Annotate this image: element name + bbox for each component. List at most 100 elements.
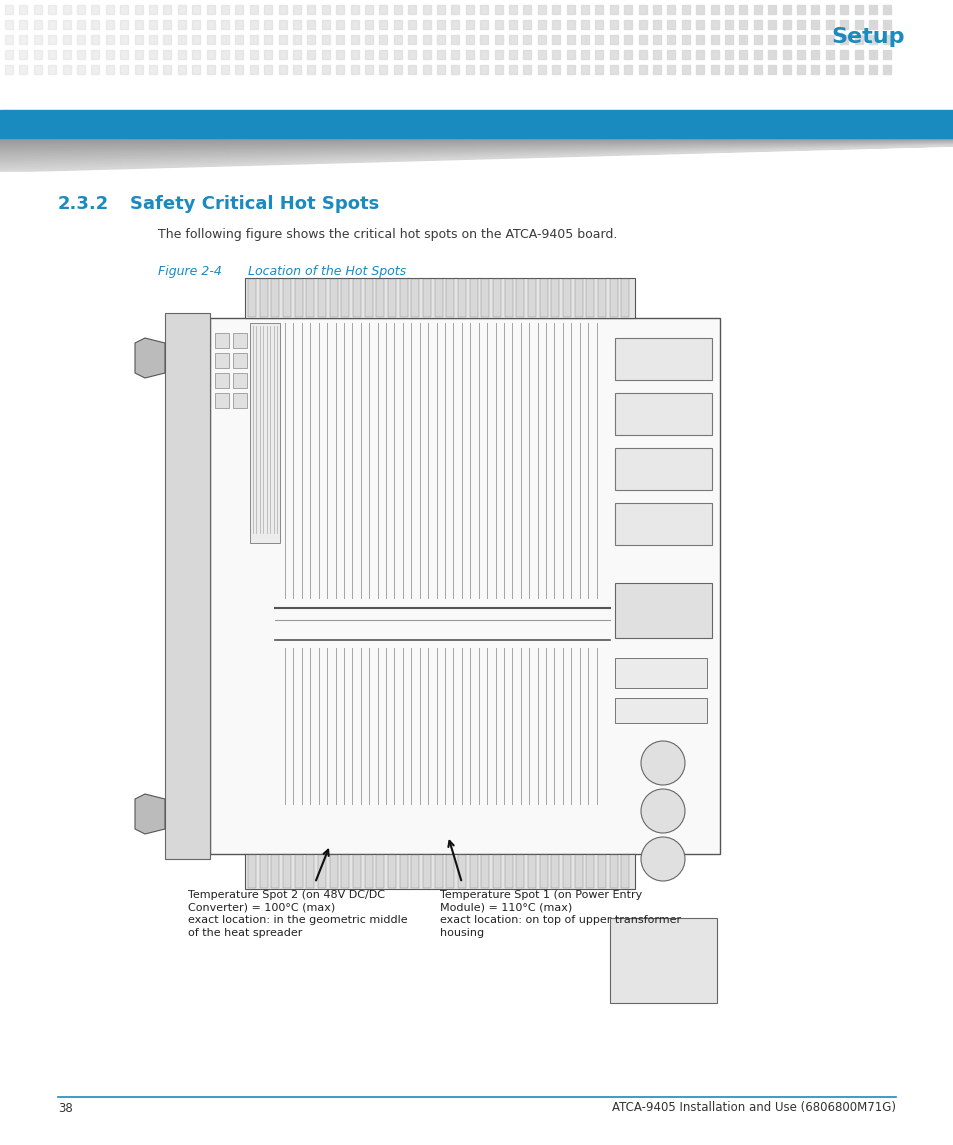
Polygon shape <box>0 144 953 165</box>
Bar <box>882 5 890 14</box>
Bar <box>351 35 358 44</box>
Bar <box>781 65 790 74</box>
Bar <box>91 65 99 74</box>
Bar <box>365 19 373 29</box>
Bar <box>351 65 358 74</box>
Bar <box>63 5 71 14</box>
Bar <box>638 50 646 60</box>
Bar <box>481 279 489 317</box>
Bar <box>710 5 718 14</box>
Bar <box>623 65 632 74</box>
Bar <box>321 65 330 74</box>
Bar <box>91 50 99 60</box>
Text: housing: housing <box>439 927 483 938</box>
Bar <box>840 50 847 60</box>
Bar <box>739 35 746 44</box>
Bar <box>317 279 326 317</box>
Bar <box>436 65 444 74</box>
Bar <box>451 5 459 14</box>
Bar <box>566 35 574 44</box>
Bar <box>494 19 502 29</box>
Bar <box>134 5 142 14</box>
Bar <box>516 855 524 889</box>
Bar <box>523 5 531 14</box>
Bar <box>120 65 128 74</box>
Bar <box>177 65 186 74</box>
Bar <box>469 279 477 317</box>
Bar <box>77 65 85 74</box>
Bar <box>609 855 617 889</box>
Bar <box>177 5 186 14</box>
Bar <box>739 65 746 74</box>
Text: The following figure shows the critical hot spots on the ATCA-9405 board.: The following figure shows the critical … <box>158 228 617 240</box>
Bar <box>77 35 85 44</box>
Circle shape <box>640 789 684 834</box>
Bar <box>330 279 337 317</box>
Bar <box>214 333 229 348</box>
Text: Setup: Setup <box>831 27 904 47</box>
Bar <box>351 19 358 29</box>
Bar <box>638 65 646 74</box>
Bar <box>245 278 635 318</box>
Bar <box>264 50 272 60</box>
Bar <box>259 279 268 317</box>
Bar <box>221 50 229 60</box>
Bar <box>724 19 732 29</box>
Polygon shape <box>0 143 953 163</box>
Bar <box>681 5 689 14</box>
Bar <box>317 855 326 889</box>
Bar <box>796 65 804 74</box>
Text: Figure 2-4: Figure 2-4 <box>158 264 222 278</box>
Bar <box>250 5 257 14</box>
Bar <box>422 50 430 60</box>
Bar <box>552 19 559 29</box>
Bar <box>811 65 819 74</box>
Bar <box>163 19 172 29</box>
Bar <box>294 279 302 317</box>
Bar <box>192 5 200 14</box>
Polygon shape <box>0 142 953 153</box>
Bar <box>106 19 113 29</box>
Bar <box>250 323 280 543</box>
Text: Safety Critical Hot Spots: Safety Critical Hot Spots <box>130 195 379 213</box>
Polygon shape <box>0 142 953 156</box>
Text: ATCA-9405 Installation and Use (6806800M71G): ATCA-9405 Installation and Use (6806800M… <box>612 1101 895 1114</box>
Bar <box>509 35 517 44</box>
Bar <box>33 50 42 60</box>
Bar <box>49 65 56 74</box>
Bar <box>278 35 286 44</box>
Bar <box>615 698 706 722</box>
Bar <box>586 279 594 317</box>
Bar <box>307 65 315 74</box>
Bar <box>710 35 718 44</box>
Bar <box>422 19 430 29</box>
Bar <box>264 5 272 14</box>
Bar <box>652 50 660 60</box>
Bar <box>33 5 42 14</box>
Bar <box>825 19 833 29</box>
Bar <box>580 5 588 14</box>
Bar <box>710 65 718 74</box>
Bar <box>681 19 689 29</box>
Bar <box>0 110 953 139</box>
Bar <box>235 35 243 44</box>
Bar <box>388 855 395 889</box>
Bar <box>882 19 890 29</box>
Bar <box>552 35 559 44</box>
Bar <box>724 50 732 60</box>
Bar <box>696 19 703 29</box>
Bar <box>91 5 99 14</box>
Text: 38: 38 <box>58 1101 72 1114</box>
Bar <box>408 65 416 74</box>
Bar <box>411 279 419 317</box>
Bar <box>562 855 571 889</box>
Bar <box>283 855 291 889</box>
Text: of the heat spreader: of the heat spreader <box>188 927 302 938</box>
Bar <box>494 5 502 14</box>
Bar <box>192 50 200 60</box>
Polygon shape <box>0 144 953 164</box>
Bar <box>422 5 430 14</box>
Bar <box>235 65 243 74</box>
Bar <box>469 855 477 889</box>
Text: Temperature Spot 2 (on 48V DC/DC: Temperature Spot 2 (on 48V DC/DC <box>188 890 385 900</box>
